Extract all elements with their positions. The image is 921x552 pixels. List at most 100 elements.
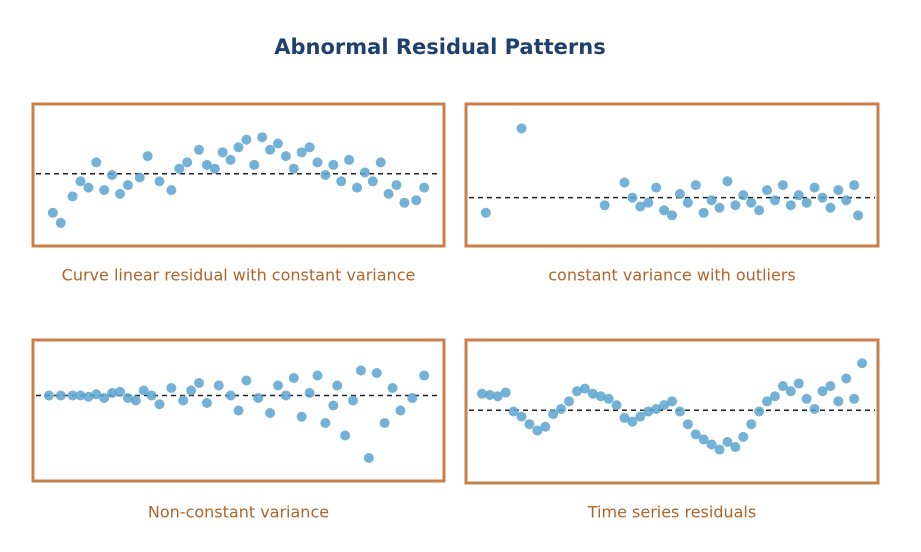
residual-point — [67, 390, 78, 401]
residual-point — [841, 373, 852, 384]
residual-point — [375, 157, 386, 168]
residual-point — [166, 383, 177, 393]
residual-point — [233, 142, 244, 153]
residual-point — [738, 431, 749, 442]
panel-frame — [31, 102, 446, 248]
residual-point — [674, 188, 685, 199]
residual-point — [115, 386, 125, 397]
residual-point — [217, 147, 228, 158]
residual-point — [352, 182, 362, 193]
residual-point — [371, 368, 382, 378]
panel-caption: constant variance with outliers — [548, 266, 796, 285]
residual-point — [714, 444, 725, 455]
residual-point — [833, 185, 844, 196]
residual-point — [355, 365, 366, 376]
residual-point — [635, 411, 646, 422]
residual-point — [809, 403, 820, 414]
residual-point — [383, 188, 394, 199]
residual-point — [91, 157, 102, 168]
residual-point — [849, 393, 860, 404]
residual-point — [320, 418, 331, 428]
residual-point — [312, 157, 323, 168]
residual-point — [611, 400, 622, 411]
residual-point — [762, 396, 773, 407]
residual-point — [849, 180, 860, 191]
residual-point — [603, 393, 614, 404]
panel-caption: Time series residuals — [587, 503, 756, 522]
residual-point — [359, 167, 370, 178]
residual-point — [419, 370, 430, 381]
residual-point — [241, 375, 252, 386]
residual-point — [484, 389, 495, 400]
residual-point — [201, 159, 212, 170]
residual-point — [91, 389, 102, 400]
residual-point — [548, 409, 559, 420]
residual-point — [659, 400, 670, 411]
residual-point — [83, 182, 94, 193]
residual-point — [387, 383, 398, 393]
residual-point — [332, 380, 343, 391]
residual-point — [328, 159, 339, 170]
residual-point — [209, 163, 220, 174]
residual-point — [115, 188, 125, 199]
residual-point — [571, 386, 582, 397]
residual-point — [627, 416, 638, 427]
residual-point — [706, 439, 717, 450]
residual-point — [213, 380, 224, 391]
residual-point — [556, 403, 567, 414]
figure-title: Abnormal Residual Patterns — [274, 35, 605, 59]
residual-point — [47, 207, 58, 218]
residual-point — [367, 176, 378, 187]
residual-point — [194, 378, 204, 388]
residual-point — [411, 195, 422, 206]
panel-caption: Non-constant variance — [148, 503, 329, 522]
residual-point — [296, 147, 307, 158]
panel-frame — [464, 338, 880, 485]
residual-point — [793, 190, 804, 201]
residual-point — [682, 197, 693, 208]
residual-point — [391, 180, 402, 191]
residual-point — [241, 134, 252, 145]
residual-point — [99, 185, 110, 196]
residual-point — [146, 390, 157, 401]
residual-point — [130, 395, 141, 406]
residual-point — [107, 170, 118, 180]
residual-point — [328, 400, 339, 411]
residual-point — [265, 144, 276, 155]
residual-point — [599, 200, 610, 211]
residual-point — [651, 403, 662, 414]
residual-point — [336, 176, 347, 187]
residual-point — [363, 453, 374, 463]
residual-point — [532, 425, 543, 436]
residual-point — [75, 390, 86, 401]
residual-point — [809, 182, 820, 193]
residual-point — [853, 210, 864, 221]
residual-point — [714, 202, 725, 213]
residual-point — [659, 205, 670, 216]
residual-point — [643, 197, 654, 208]
residual-point — [801, 393, 812, 404]
residual-point — [304, 142, 315, 153]
residual-point — [419, 182, 430, 193]
residual-point — [722, 436, 733, 447]
residual-point — [564, 396, 575, 407]
residual-point — [769, 391, 780, 402]
residual-point — [257, 132, 268, 143]
residual-point — [55, 390, 66, 401]
residual-point — [762, 185, 773, 196]
residual-point — [841, 195, 852, 206]
residual-point — [595, 391, 606, 402]
residual-point — [746, 419, 757, 430]
residual-point — [627, 192, 638, 203]
residual-point — [166, 185, 177, 196]
residual-point — [340, 430, 351, 441]
residual-point — [690, 429, 701, 440]
residual-point — [273, 380, 283, 391]
residual-point — [304, 388, 315, 398]
residual-point — [273, 138, 283, 149]
residual-point — [83, 391, 94, 402]
residual-point — [480, 207, 491, 218]
residual-point — [738, 190, 749, 201]
residual-point — [122, 393, 133, 403]
